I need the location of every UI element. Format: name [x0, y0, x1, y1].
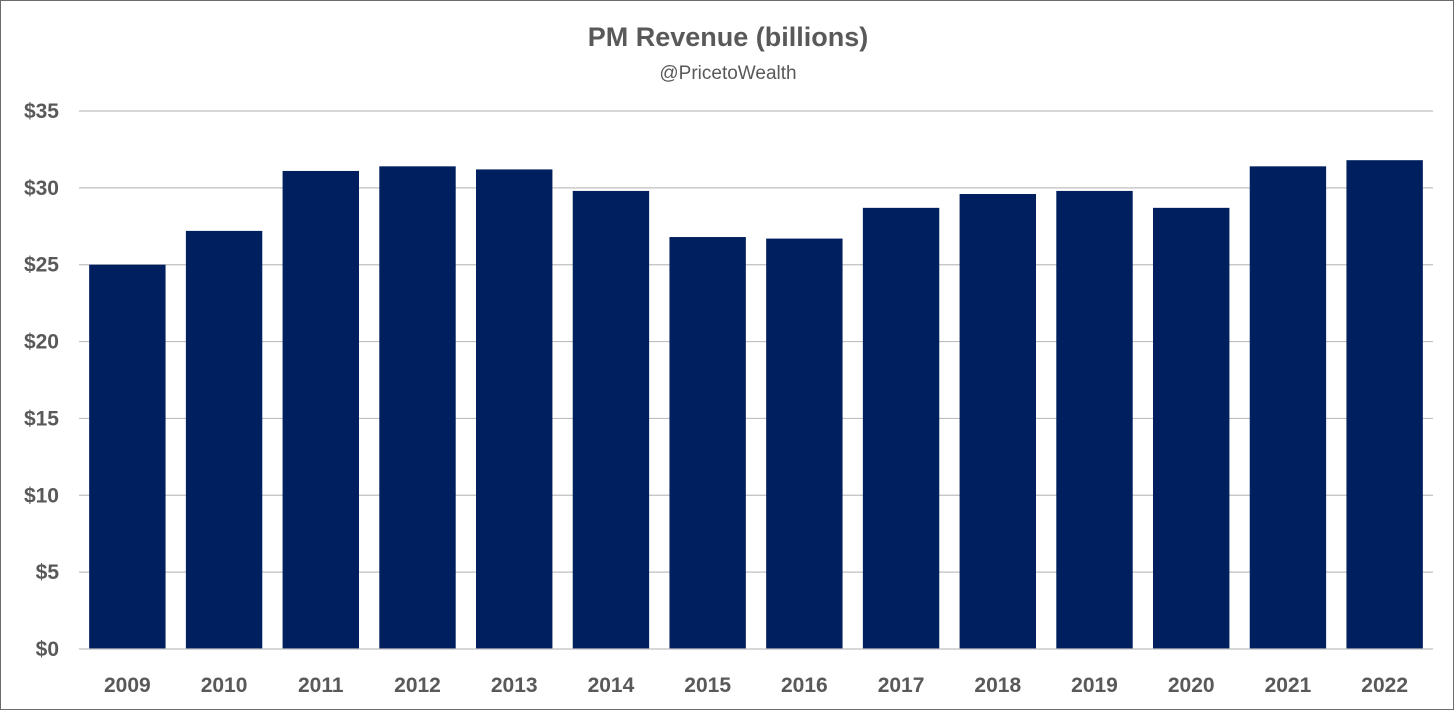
bar-2009 [89, 264, 166, 649]
bar-2010 [185, 230, 263, 649]
y-tick-label: $35 [24, 100, 59, 123]
y-tick-label: $30 [24, 177, 59, 200]
y-tick-label: $10 [24, 484, 59, 507]
y-tick-label: $25 [24, 254, 59, 277]
bar-2020 [1153, 207, 1230, 649]
bar-2022 [1346, 160, 1423, 649]
y-tick-label: $15 [24, 407, 59, 430]
y-axis: $0 $5 $10 $15 $20 $25 $30 $35 [24, 100, 59, 661]
bar-2013 [476, 169, 553, 649]
x-tick-label: 2016 [781, 674, 828, 697]
bar-2014 [572, 190, 650, 649]
x-tick-label: 2022 [1361, 674, 1408, 697]
x-tick-label: 2012 [394, 674, 441, 697]
x-tick-label: 2019 [1071, 674, 1118, 697]
x-tick-label: 2009 [104, 674, 151, 697]
x-axis: 2009 2010 2011 2012 2013 2014 2015 2016 2017 2018… [79, 648, 1433, 697]
bar-2019 [1056, 190, 1133, 649]
x-tick-label: 2018 [974, 674, 1021, 697]
y-tick-label: $5 [36, 561, 60, 584]
bar-2012 [379, 166, 456, 649]
x-tick-label: 2021 [1265, 674, 1312, 697]
chart-subtitle: @PricetoWealth [659, 63, 796, 84]
bar-2021 [1249, 166, 1327, 649]
bar-2015 [669, 237, 746, 649]
x-tick-label: 2013 [491, 674, 538, 697]
y-tick-label: $20 [24, 331, 59, 354]
bar-2011 [282, 170, 359, 649]
bar-2016 [766, 238, 843, 649]
gridlines [79, 110, 1433, 573]
bars [89, 160, 1423, 649]
x-tick-label: 2015 [684, 674, 731, 697]
y-tick-label: $0 [36, 638, 59, 661]
x-tick-label: 2014 [588, 674, 635, 697]
x-tick-label: 2011 [298, 674, 344, 697]
x-tick-label: 2010 [201, 674, 248, 697]
chart-title: PM Revenue (billions) [588, 22, 869, 52]
x-tick-label: 2017 [878, 674, 925, 697]
bar-2017 [862, 207, 940, 649]
bar-2018 [959, 194, 1036, 649]
x-tick-label: 2020 [1168, 674, 1215, 697]
